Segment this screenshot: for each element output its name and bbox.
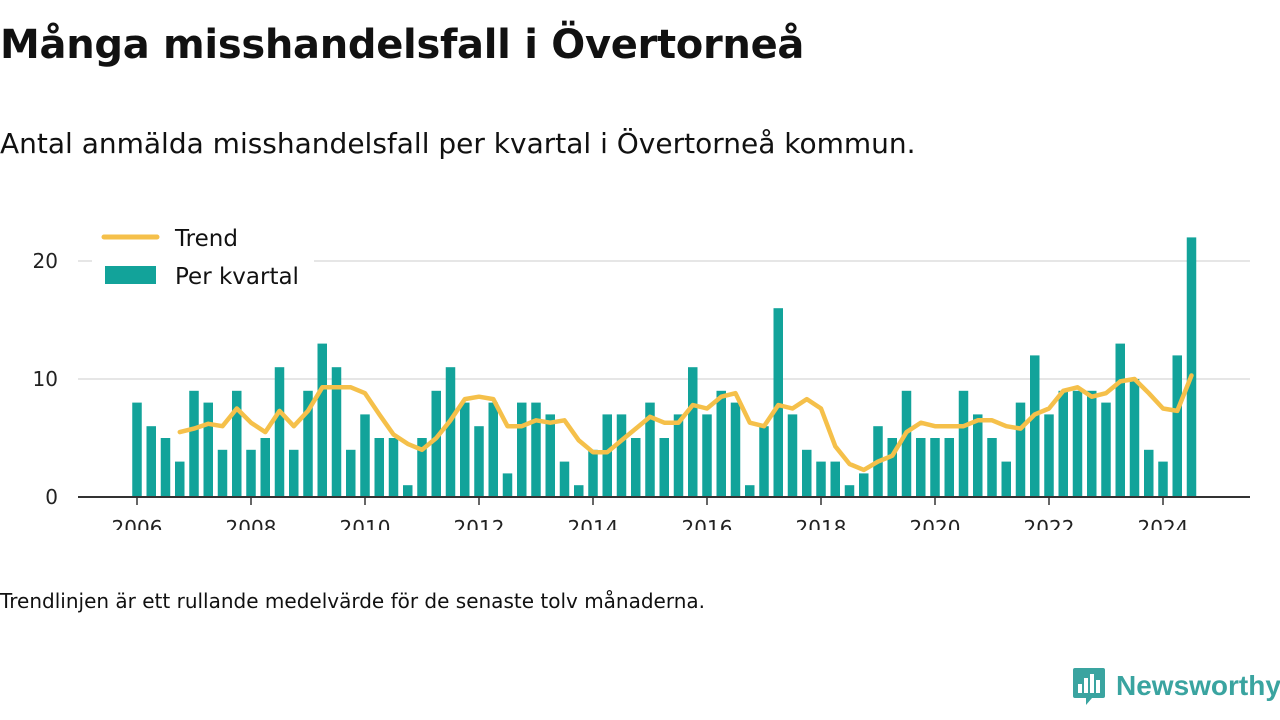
bar [346, 449, 356, 497]
x-tick-label: 2006 [112, 516, 163, 530]
bar [616, 414, 627, 497]
bar [944, 438, 954, 497]
bar [1072, 390, 1083, 497]
bar [588, 449, 598, 497]
bar [930, 438, 940, 497]
bar [1129, 379, 1140, 497]
bar [859, 473, 869, 497]
bar [502, 473, 513, 497]
bar [702, 414, 712, 497]
bar [175, 461, 185, 497]
bar [730, 402, 741, 497]
trend-line [177, 373, 1194, 473]
page-title: Många misshandelsfall i Övertorneå [0, 22, 805, 68]
bar [602, 414, 612, 497]
bar [460, 402, 470, 497]
bar [673, 414, 684, 497]
bar [645, 402, 655, 497]
bar [716, 390, 726, 497]
bar [303, 390, 313, 497]
bar [374, 438, 384, 497]
bar [232, 390, 242, 497]
bar [973, 414, 983, 497]
page-subtitle: Antal anmälda misshandelsfall per kvarta… [0, 127, 916, 160]
bar-chart-icon [1073, 668, 1105, 705]
bar [887, 438, 897, 497]
brand-logo: Newsworthy [1072, 664, 1280, 708]
bar [160, 438, 171, 497]
bar [1144, 449, 1154, 497]
bar [830, 461, 840, 497]
bar [403, 485, 413, 497]
bar [1058, 390, 1068, 497]
bar [1101, 402, 1111, 497]
bar [246, 449, 256, 497]
bar [1044, 414, 1054, 497]
bar [146, 426, 156, 497]
bar [916, 438, 926, 497]
bar [901, 390, 912, 497]
bar [474, 426, 484, 497]
bar [274, 367, 285, 497]
bar [773, 308, 783, 497]
bar [260, 438, 270, 497]
bar [1030, 355, 1040, 497]
brand-name: Newsworthy [1116, 670, 1280, 701]
bar [1172, 355, 1182, 497]
bar [289, 449, 299, 497]
bar [787, 414, 798, 497]
bar [317, 343, 327, 497]
x-tick-label: 2018 [796, 516, 847, 530]
bar [688, 367, 698, 497]
bar [488, 402, 498, 497]
y-tick-label: 20 [33, 249, 58, 273]
bar [1158, 461, 1168, 497]
bar [1186, 237, 1197, 497]
bar [203, 402, 213, 497]
legend-trend-label: Trend [174, 226, 238, 252]
footnote: Trendlinjen är ett rullande medelvärde f… [0, 589, 706, 613]
bar [759, 426, 769, 497]
x-tick-label: 2024 [1138, 516, 1189, 530]
x-tick-label: 2020 [910, 516, 961, 530]
bar [574, 485, 584, 497]
bar [545, 414, 555, 497]
y-tick-label: 10 [33, 367, 58, 391]
bar [360, 414, 370, 497]
bar [189, 390, 199, 497]
y-tick-label: 0 [45, 485, 58, 509]
legend-bar-swatch [105, 266, 156, 284]
bar [631, 438, 641, 497]
x-tick-label: 2010 [340, 516, 391, 530]
x-tick-label: 2022 [1024, 516, 1075, 530]
bar [531, 402, 541, 497]
bar [445, 367, 456, 497]
x-tick-label: 2008 [226, 516, 277, 530]
bar [217, 449, 228, 497]
bar [417, 438, 427, 497]
bar [816, 461, 826, 497]
bar [431, 390, 441, 497]
bar [958, 390, 969, 497]
bar [1087, 390, 1097, 497]
bar [559, 461, 570, 497]
bar [844, 485, 855, 497]
bar [987, 438, 997, 497]
x-tick-label: 2016 [682, 516, 733, 530]
bar [132, 402, 142, 497]
bar [1015, 402, 1026, 497]
bar [331, 367, 342, 497]
bar [1001, 461, 1011, 497]
bar [745, 485, 755, 497]
bar [1115, 343, 1125, 497]
x-tick-label: 2014 [568, 516, 619, 530]
bar [802, 449, 812, 497]
chart: 0 10 20 2006 2008 2010 2012 2014 2016 2018 2020 202… [33, 224, 1250, 530]
bar [659, 438, 669, 497]
bar [517, 402, 527, 497]
bar [388, 438, 399, 497]
legend-bar-label: Per kvartal [175, 264, 299, 290]
x-tick-label: 2012 [454, 516, 505, 530]
